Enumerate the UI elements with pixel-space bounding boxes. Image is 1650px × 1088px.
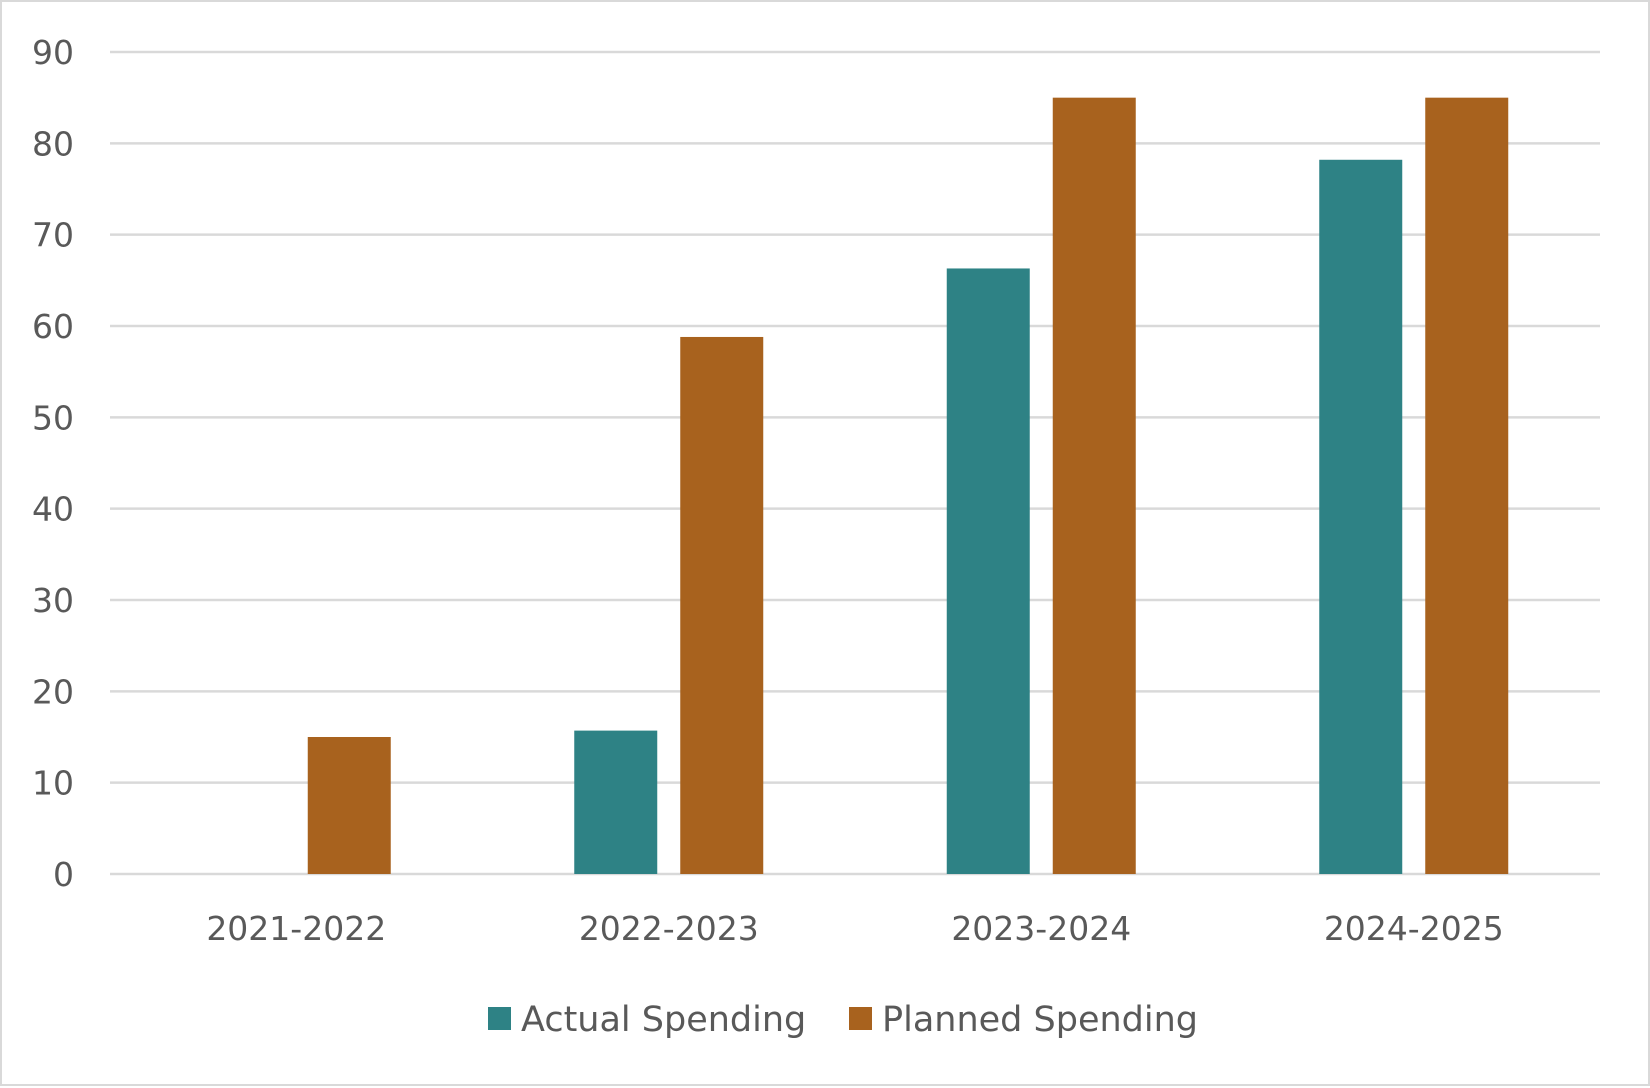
x-axis-ticks: 2021-2022 2022-2023 2023-2024 2024-2025 bbox=[206, 909, 1503, 948]
y-tick-label: 30 bbox=[32, 581, 74, 620]
x-tick-label: 2021-2022 bbox=[206, 909, 386, 948]
legend-swatch-actual-spending bbox=[488, 1007, 511, 1030]
bar-actual-spending-2024-2025 bbox=[1319, 159, 1403, 875]
bar-planned-spending-2022-2023 bbox=[680, 336, 764, 875]
bar-actual-spending-2023-2024 bbox=[946, 268, 1030, 875]
bars bbox=[307, 97, 1509, 875]
y-tick-label: 90 bbox=[32, 33, 74, 72]
y-tick-label: 50 bbox=[32, 398, 74, 437]
legend-label-planned-spending: Planned Spending bbox=[882, 1000, 1198, 1040]
legend-label-actual-spending: Actual Spending bbox=[521, 1000, 806, 1040]
y-tick-label: 20 bbox=[32, 672, 74, 711]
y-tick-label: 70 bbox=[32, 216, 74, 255]
y-tick-label: 80 bbox=[32, 124, 74, 163]
y-tick-label: 60 bbox=[32, 307, 74, 346]
x-tick-label: 2023-2024 bbox=[951, 909, 1131, 948]
bar-actual-spending-2022-2023 bbox=[574, 730, 658, 874]
legend: Actual Spending Planned Spending bbox=[488, 1000, 1198, 1040]
legend-swatch-planned-spending bbox=[849, 1007, 872, 1030]
bar-planned-spending-2021-2022 bbox=[307, 737, 391, 874]
y-tick-label: 0 bbox=[53, 855, 74, 894]
x-tick-label: 2022-2023 bbox=[579, 909, 759, 948]
x-tick-label: 2024-2025 bbox=[1324, 909, 1504, 948]
y-axis-ticks: 0 10 20 30 40 50 60 70 80 90 bbox=[32, 33, 74, 894]
bar-planned-spending-2024-2025 bbox=[1425, 97, 1509, 874]
y-tick-label: 10 bbox=[32, 764, 74, 803]
bar-planned-spending-2023-2024 bbox=[1052, 97, 1136, 874]
y-tick-label: 40 bbox=[32, 490, 74, 529]
